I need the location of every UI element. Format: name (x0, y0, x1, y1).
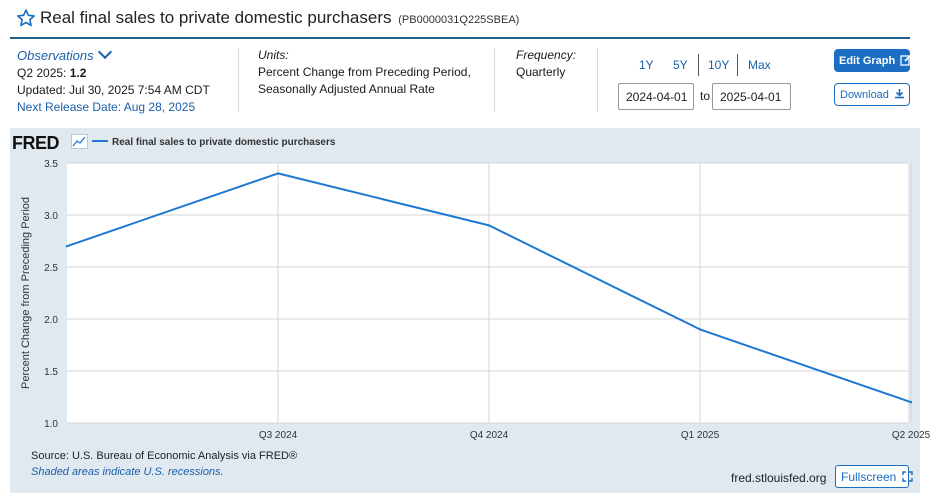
data-point (487, 224, 491, 227)
fullscreen-icon (902, 471, 913, 482)
data-point (698, 328, 702, 331)
edit-graph-label: Edit Graph (839, 55, 896, 67)
frequency-block: Frequency: Quarterly (516, 47, 576, 81)
data-point (909, 401, 913, 404)
frequency-value: Quarterly (516, 65, 566, 79)
y-tick-label: 1.0 (44, 419, 58, 430)
units-label: Units: (258, 48, 289, 62)
y-tick-label: 3.5 (44, 159, 58, 170)
header-divider (10, 37, 910, 39)
updated-text: Updated: Jul 30, 2025 7:54 AM CDT (17, 83, 210, 97)
recession-note: Shaded areas indicate U.S. recessions. (31, 466, 224, 478)
range-divider (698, 54, 699, 76)
legend-swatch (92, 140, 108, 143)
star-icon[interactable] (16, 8, 36, 28)
series-id: (PB0000031Q225SBEA) (398, 14, 520, 26)
y-axis-label: Percent Change from Preceding Period (20, 197, 32, 389)
fred-site-link[interactable]: fred.stlouisfed.org (731, 471, 827, 485)
meta-divider (238, 48, 239, 112)
download-button[interactable]: Download (834, 83, 910, 106)
data-point (65, 245, 69, 248)
latest-value: 1.2 (69, 66, 87, 80)
range-divider (737, 54, 738, 76)
data-point (276, 172, 280, 175)
range-10y-button[interactable]: 10Y (708, 58, 730, 72)
x-tick-label: Q2 2025 (892, 430, 931, 441)
fullscreen-label: Fullscreen (841, 470, 897, 484)
legend-label: Real final sales to private domestic pur… (112, 137, 336, 148)
frequency-label: Frequency: (516, 48, 577, 62)
chart-legend: Real final sales to private domestic pur… (92, 137, 335, 148)
start-date-input[interactable] (618, 83, 694, 110)
fullscreen-button[interactable]: Fullscreen (835, 465, 913, 488)
page-header: Real final sales to private domestic pur… (0, 0, 935, 38)
series-title: Real final sales to private domestic pur… (40, 8, 392, 27)
next-release-link[interactable]: Next Release Date: Aug 28, 2025 (17, 100, 196, 114)
source-text: Source: U.S. Bureau of Economic Analysis… (31, 450, 298, 462)
observations-toggle[interactable]: Observations (17, 44, 210, 65)
end-date-input[interactable] (712, 83, 791, 110)
edit-graph-button[interactable]: Edit Graph (834, 49, 912, 72)
y-tick-label: 2.0 (44, 315, 58, 326)
observations-block: Observations Q2 2025: 1.2 Updated: Jul 3… (17, 44, 210, 116)
y-tick-label: 3.0 (44, 211, 58, 222)
latest-period-label: Q2 2025: (17, 66, 67, 80)
page-title: Real final sales to private domestic pur… (40, 8, 519, 28)
y-tick-label: 2.5 (44, 263, 58, 274)
meta-divider (494, 48, 495, 112)
range-1y-button[interactable]: 1Y (639, 58, 654, 72)
plot-area (67, 163, 908, 423)
fred-chart-icon (71, 134, 88, 149)
download-icon (894, 89, 904, 99)
fred-logo: FRED (12, 133, 60, 153)
observations-link[interactable]: Observations (17, 48, 94, 63)
y-tick-label: 1.5 (44, 367, 58, 378)
meta-divider (597, 48, 598, 112)
x-tick-label: Q3 2024 (259, 430, 298, 441)
range-5y-button[interactable]: 5Y (673, 58, 688, 72)
range-max-button[interactable]: Max (748, 58, 771, 72)
units-block: Units: Percent Change from Preceding Per… (258, 47, 471, 98)
download-label: Download (840, 89, 889, 101)
x-tick-label: Q4 2024 (470, 430, 509, 441)
units-line-1: Percent Change from Preceding Period, (258, 65, 471, 79)
edit-icon (900, 54, 912, 66)
units-line-2: Seasonally Adjusted Annual Rate (258, 82, 435, 96)
to-label: to (700, 89, 711, 103)
x-tick-label: Q1 2025 (681, 430, 720, 441)
